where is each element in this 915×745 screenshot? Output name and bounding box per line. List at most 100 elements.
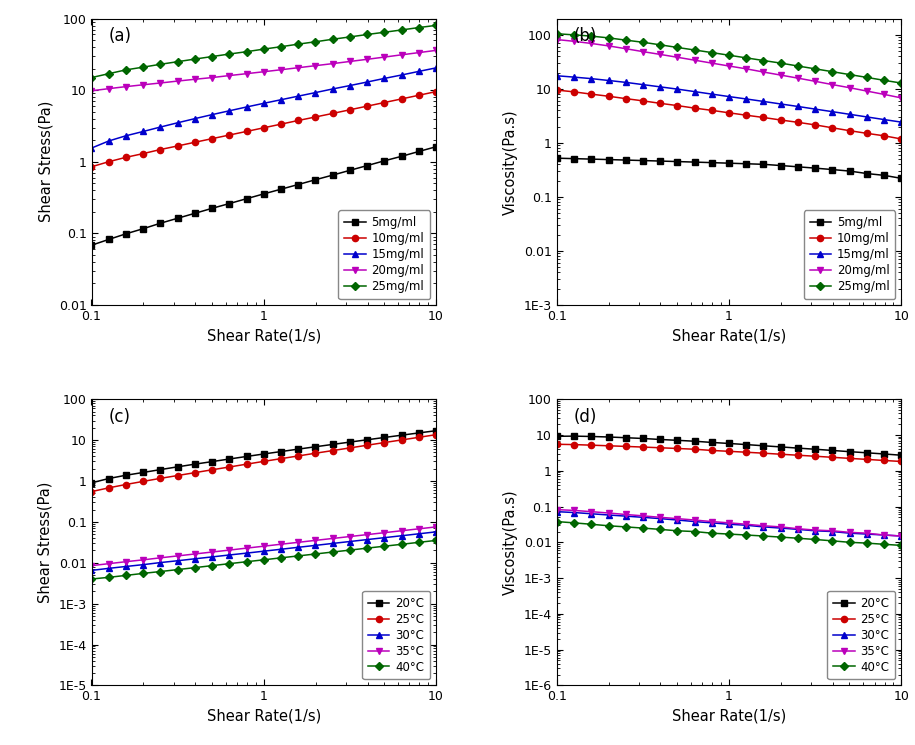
30°C: [551, 507, 562, 516]
20°C: [827, 446, 838, 455]
20°C: [845, 447, 856, 456]
20mg/ml: [328, 59, 339, 68]
40°C: [207, 561, 218, 570]
10mg/ml: [361, 101, 372, 110]
10mg/ml: [138, 149, 149, 158]
Line: 40°C: 40°C: [89, 537, 439, 582]
Y-axis label: Shear Stress(Pa): Shear Stress(Pa): [38, 481, 53, 603]
20°C: [120, 471, 131, 480]
40°C: [845, 538, 856, 547]
15mg/ml: [551, 72, 562, 80]
30°C: [120, 562, 131, 571]
10mg/ml: [328, 109, 339, 118]
40°C: [138, 569, 149, 578]
30°C: [775, 524, 786, 533]
25°C: [741, 448, 752, 457]
35°C: [258, 542, 269, 551]
15mg/ml: [775, 100, 786, 109]
30°C: [310, 541, 321, 550]
25mg/ml: [845, 70, 856, 79]
20mg/ml: [896, 93, 907, 102]
25mg/ml: [379, 28, 390, 37]
25°C: [845, 454, 856, 463]
15mg/ml: [861, 112, 872, 121]
40°C: [654, 525, 665, 534]
20mg/ml: [86, 86, 97, 95]
5mg/ml: [120, 229, 131, 238]
20mg/ml: [414, 48, 425, 57]
20mg/ml: [138, 80, 149, 89]
40°C: [637, 524, 648, 533]
25mg/ml: [741, 54, 752, 63]
35°C: [207, 548, 218, 557]
25°C: [396, 436, 407, 445]
40°C: [741, 530, 752, 539]
15mg/ml: [155, 123, 166, 132]
25mg/ml: [138, 63, 149, 72]
30°C: [689, 517, 700, 526]
35°C: [328, 534, 339, 543]
20mg/ml: [103, 84, 114, 93]
25mg/ml: [586, 31, 597, 40]
25mg/ml: [207, 52, 218, 61]
25°C: [361, 441, 372, 450]
30°C: [361, 535, 372, 544]
20mg/ml: [878, 90, 889, 99]
40°C: [310, 550, 321, 559]
25mg/ml: [328, 35, 339, 44]
35°C: [810, 525, 821, 534]
10mg/ml: [672, 101, 683, 110]
20°C: [551, 432, 562, 441]
35°C: [689, 516, 700, 524]
40°C: [414, 538, 425, 547]
15mg/ml: [845, 110, 856, 118]
25mg/ml: [689, 45, 700, 54]
35°C: [845, 528, 856, 537]
25mg/ml: [603, 34, 614, 42]
30°C: [603, 510, 614, 519]
35°C: [189, 550, 200, 559]
20°C: [344, 437, 355, 446]
5mg/ml: [258, 189, 269, 198]
35°C: [103, 559, 114, 568]
10mg/ml: [706, 106, 717, 115]
5mg/ml: [758, 160, 769, 169]
5mg/ml: [431, 142, 442, 151]
15mg/ml: [792, 102, 803, 111]
Y-axis label: Shear Stress(Pa): Shear Stress(Pa): [38, 101, 53, 223]
20°C: [379, 433, 390, 442]
20mg/ml: [792, 74, 803, 83]
25°C: [103, 484, 114, 492]
20°C: [328, 440, 339, 449]
15mg/ml: [379, 74, 390, 83]
25mg/ml: [361, 30, 372, 39]
10mg/ml: [568, 87, 579, 96]
Line: 20°C: 20°C: [554, 433, 904, 458]
35°C: [741, 520, 752, 529]
20mg/ml: [207, 73, 218, 82]
20mg/ml: [258, 67, 269, 76]
5mg/ml: [672, 157, 683, 166]
25°C: [189, 468, 200, 477]
35°C: [172, 551, 183, 560]
40°C: [293, 551, 304, 560]
10mg/ml: [189, 138, 200, 147]
10mg/ml: [86, 162, 97, 171]
20°C: [741, 440, 752, 449]
30°C: [845, 529, 856, 538]
15mg/ml: [724, 92, 735, 101]
15mg/ml: [672, 85, 683, 94]
5mg/ml: [620, 156, 631, 165]
Y-axis label: Viscosity(Pa.s): Viscosity(Pa.s): [503, 109, 518, 215]
30°C: [138, 560, 149, 569]
10mg/ml: [431, 87, 442, 96]
10mg/ml: [258, 124, 269, 133]
20mg/ml: [224, 71, 235, 80]
35°C: [672, 514, 683, 523]
15mg/ml: [741, 95, 752, 104]
5mg/ml: [379, 156, 390, 165]
5mg/ml: [775, 161, 786, 170]
15mg/ml: [120, 131, 131, 140]
40°C: [396, 540, 407, 549]
Text: (c): (c): [109, 408, 131, 426]
